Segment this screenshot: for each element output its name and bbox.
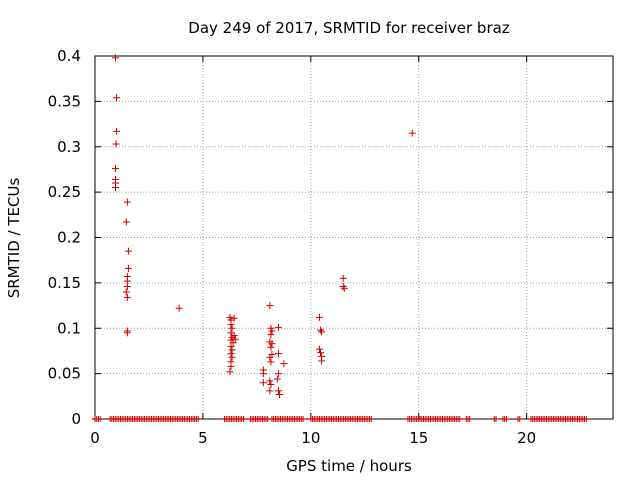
data-point	[266, 353, 274, 361]
y-tick-label: 0.35	[48, 92, 81, 110]
data-point	[318, 328, 326, 336]
data-point	[226, 368, 234, 376]
data-point	[267, 331, 275, 339]
zero-markers	[92, 416, 591, 422]
data-point	[227, 342, 235, 350]
y-tick-label: 0.3	[57, 138, 81, 156]
data-point	[124, 247, 132, 255]
y-tick-label: 0.25	[48, 183, 81, 201]
data-point	[267, 343, 275, 351]
data-point	[112, 165, 120, 173]
data-point	[123, 329, 131, 337]
data-point	[229, 339, 237, 347]
y-tick-label: 0	[71, 410, 81, 428]
data-point	[227, 321, 235, 329]
data-point	[267, 381, 275, 389]
chart-title: Day 249 of 2017, SRMTID for receiver bra…	[188, 19, 510, 37]
data-point	[259, 379, 267, 387]
data-point	[268, 340, 276, 348]
y-tick-label: 0.05	[48, 365, 81, 383]
data-point	[340, 284, 348, 292]
x-tick-label: 20	[517, 429, 536, 447]
data-point	[274, 323, 282, 331]
grid	[95, 56, 613, 419]
data-point	[123, 293, 131, 301]
data-point	[267, 358, 275, 366]
data-point	[112, 184, 120, 192]
data-point	[175, 304, 183, 312]
data-point	[112, 54, 120, 62]
y-axis-label: SRMTID / TECUs	[5, 178, 23, 299]
data-points	[112, 54, 416, 398]
data-point	[339, 274, 347, 282]
data-point	[228, 346, 236, 354]
data-point	[315, 345, 323, 353]
data-point	[266, 302, 274, 310]
data-point	[268, 327, 276, 335]
data-point	[112, 140, 120, 148]
data-point	[124, 264, 132, 272]
x-tick-label: 0	[90, 429, 100, 447]
x-tick-label: 10	[301, 429, 320, 447]
data-point	[273, 375, 281, 383]
data-point	[317, 326, 325, 334]
data-point	[113, 127, 121, 135]
y-tick-label: 0.1	[57, 319, 81, 337]
y-tick-label: 0.4	[57, 47, 81, 65]
data-point	[228, 353, 236, 361]
data-point	[274, 370, 282, 378]
data-point	[274, 350, 282, 358]
x-tick-labels: 0 5 10 15 20	[90, 429, 536, 447]
data-point	[122, 218, 130, 226]
data-point	[408, 129, 416, 137]
data-point	[274, 387, 282, 395]
data-point	[276, 390, 284, 398]
data-point	[266, 377, 274, 385]
x-axis-label: GPS time / hours	[286, 457, 412, 475]
data-point	[123, 198, 131, 206]
data-point	[231, 335, 239, 343]
data-point	[315, 313, 323, 321]
data-point	[259, 370, 267, 378]
data-point	[280, 360, 288, 368]
data-point	[227, 350, 235, 358]
data-point	[123, 283, 131, 291]
data-point	[317, 349, 325, 357]
y-tick-labels: 0 0.05 0.1 0.15 0.2 0.25 0.3 0.35 0.4	[48, 47, 81, 428]
data-point	[318, 357, 326, 365]
data-point	[227, 362, 235, 370]
data-point	[228, 324, 236, 332]
data-point	[266, 387, 274, 395]
data-point	[339, 283, 347, 291]
data-point	[122, 288, 130, 296]
x-tick-label: 5	[198, 429, 208, 447]
x-tick-label: 15	[409, 429, 428, 447]
data-point	[113, 94, 121, 102]
data-point	[230, 314, 238, 322]
data-point	[230, 332, 238, 340]
y-tick-label: 0.2	[57, 229, 81, 247]
y-tick-label: 0.15	[48, 274, 81, 292]
